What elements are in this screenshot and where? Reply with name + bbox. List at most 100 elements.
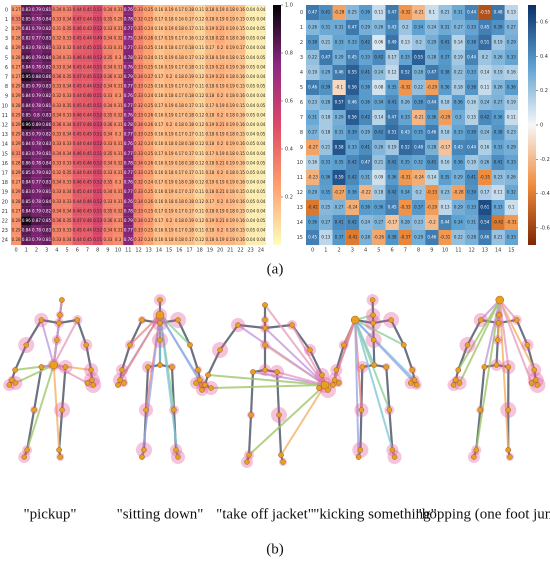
cell-label: 0.24 — [144, 180, 153, 185]
cell-label: 0.56 — [348, 115, 357, 120]
cell-label: 0.33 — [103, 93, 112, 98]
joint — [308, 348, 313, 353]
cell-label: 0.32 — [114, 74, 123, 79]
cell-label: 0.18 — [165, 199, 174, 204]
joint — [414, 383, 419, 388]
joint — [128, 343, 133, 348]
cell-label: 0.29 — [414, 235, 423, 240]
cell-label: 0.18 — [175, 180, 184, 185]
cell-label: 0.15 — [236, 103, 245, 108]
cell-label: 0.36 — [52, 74, 61, 79]
cell-label: 0.04 — [256, 170, 265, 175]
cell-label: 0.78 — [32, 228, 41, 233]
cell-label: 0.04 — [256, 45, 265, 50]
colorbar-tick-label: -0.2 — [540, 157, 550, 163]
cell-label: 0.26 — [144, 122, 153, 127]
cell-label: 0.33 — [103, 45, 112, 50]
cell-label: 0.18 — [441, 100, 450, 105]
cell-label: 0.35 — [63, 218, 72, 223]
joint — [317, 386, 322, 391]
joint — [279, 453, 284, 458]
cell-label: 0.47 — [321, 55, 330, 60]
cell-label: 0.89 — [32, 122, 41, 127]
cell-label: 0.46 — [348, 100, 357, 105]
joint — [89, 378, 94, 383]
cell-label: 0.05 — [246, 64, 255, 69]
cell-label: 0.32 — [134, 16, 143, 21]
cell-label: 0.18 — [185, 180, 194, 185]
cell-label: 0.51 — [93, 151, 102, 156]
cell-label: 0.53 — [93, 74, 102, 79]
cell-label: 0.21 — [216, 122, 225, 127]
cell-label: 0.29 — [12, 84, 21, 89]
cell-label: 0.35 — [63, 170, 72, 175]
cell-label: 0.33 — [63, 112, 72, 117]
cell-label: -0.42 — [493, 220, 504, 225]
row-tick-label: 15 — [2, 151, 8, 157]
cell-label: 0.33 — [134, 151, 143, 156]
col-tick-label: 10 — [442, 248, 448, 254]
cell-label: 0.18 — [226, 7, 235, 12]
cell-label: 0.16 — [236, 64, 245, 69]
cell-label: 0.35 — [103, 16, 112, 21]
cell-label: 0.15 — [236, 151, 245, 156]
cell-label: 0.42 — [361, 115, 370, 120]
cell-label: 0.78 — [124, 122, 133, 127]
cell-label: 0.04 — [256, 36, 265, 41]
cell-label: 0.32 — [52, 36, 61, 41]
cell-label: -0.22 — [360, 190, 371, 195]
cell-label: 0.52 — [401, 70, 410, 75]
cell-label: 0.32 — [134, 103, 143, 108]
col-tick-label: 9 — [106, 248, 109, 254]
cell-label: 0.84 — [22, 228, 31, 233]
cell-label: 0.19 — [216, 84, 225, 89]
cell-label: 0.34 — [63, 189, 72, 194]
cell-label: 0.82 — [42, 64, 51, 69]
cell-label: 0.34 — [103, 84, 112, 89]
cell-label: 0.36 — [494, 115, 503, 120]
cell-label: 0.17 — [175, 45, 184, 50]
cell-label: 0.34 — [103, 64, 112, 69]
joint — [408, 381, 413, 386]
cell-label: 0.16 — [154, 170, 163, 175]
cell-label: 0.04 — [246, 160, 255, 165]
cell-label: 0.19 — [494, 40, 503, 45]
joint — [13, 381, 18, 386]
cell-label: 0.11 — [195, 208, 204, 213]
cell-label: 0.18 — [205, 237, 214, 242]
cell-label: 0.16 — [308, 160, 317, 165]
cell-label: 0.18 — [165, 141, 174, 146]
cell-label: 0.84 — [22, 141, 31, 146]
cell-label: 0.38 — [388, 235, 397, 240]
cell-label: -0.29 — [427, 85, 438, 90]
joint — [170, 365, 175, 370]
cell-label: 0.34 — [63, 132, 72, 137]
joint — [389, 318, 394, 323]
cell-label: 0.1 — [508, 205, 515, 210]
cell-label: 0.26 — [308, 25, 317, 30]
cell-label: 0.84 — [42, 55, 51, 60]
cell-label: 0.17 — [154, 16, 163, 21]
cell-label: 0.26 — [494, 55, 503, 60]
cell-label: 0.33 — [134, 208, 143, 213]
joint — [320, 373, 325, 378]
joint — [200, 388, 205, 393]
cell-label: 0.18 — [321, 130, 330, 135]
cell-label: 0.32 — [114, 208, 123, 213]
cell-label: 0.17 — [175, 132, 184, 137]
cell-label: 0.88 — [32, 74, 41, 79]
cell-label: 0.84 — [42, 199, 51, 204]
cell-label: 0.78 — [124, 55, 133, 60]
cell-label: 0.75 — [124, 36, 133, 41]
cell-label: 0.45 — [388, 205, 397, 210]
cell-label: 0.17 — [154, 103, 163, 108]
cell-label: 0.11 — [195, 132, 204, 137]
cell-label: 0.23 — [414, 220, 423, 225]
cell-label: 0.81 — [42, 189, 51, 194]
cell-label: 0.19 — [216, 7, 225, 12]
cell-label: 0.05 — [246, 112, 255, 117]
cell-label: 0.33 — [52, 132, 61, 137]
row-tick-label: 5 — [5, 55, 8, 61]
cell-label: 0.17 — [185, 237, 194, 242]
cell-label: 0.33 — [401, 115, 410, 120]
